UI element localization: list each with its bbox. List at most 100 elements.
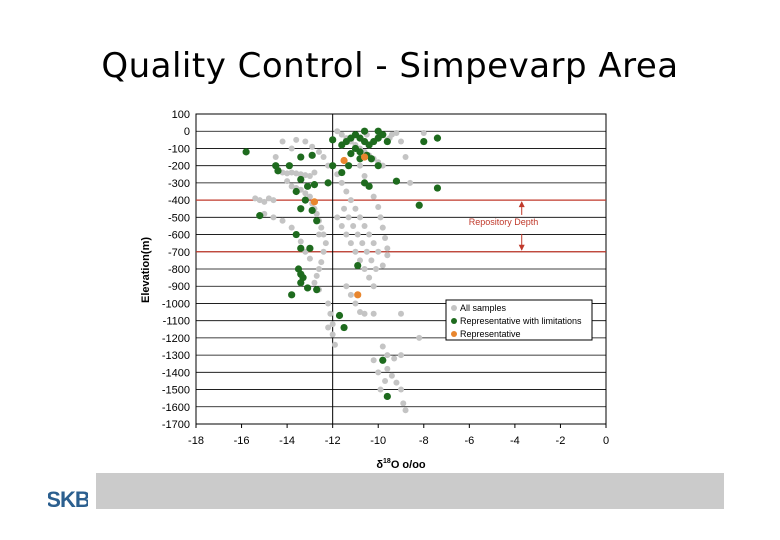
data-point <box>293 170 300 177</box>
data-point <box>367 155 375 163</box>
data-point <box>360 127 369 135</box>
data-point <box>357 257 363 264</box>
data-point <box>306 244 314 252</box>
data-point <box>292 187 300 196</box>
data-point <box>361 173 368 179</box>
data-point <box>288 145 295 152</box>
y-tick-label: -1700 <box>162 419 190 431</box>
data-point <box>384 245 391 252</box>
data-point <box>329 162 337 170</box>
data-point <box>316 148 322 155</box>
x-axis-label-sup: 18 <box>383 458 391 465</box>
data-point <box>345 162 353 170</box>
data-point <box>343 231 350 238</box>
y-tick-label: -500 <box>168 212 190 224</box>
data-point <box>324 179 332 187</box>
data-point <box>331 341 338 348</box>
data-point <box>297 171 304 178</box>
legend-label-representative: Representative <box>460 329 521 339</box>
data-point <box>366 231 373 238</box>
skb-logo-text: SKB <box>48 487 88 512</box>
data-point <box>256 197 263 204</box>
data-point <box>347 240 354 247</box>
data-point <box>357 214 363 221</box>
y-tick-label: -800 <box>168 264 190 276</box>
data-point <box>370 240 377 247</box>
data-point <box>361 310 368 317</box>
x-tick-label: -14 <box>279 435 295 447</box>
data-point <box>370 310 377 317</box>
y-tick-label: -700 <box>168 247 190 259</box>
x-tick-label: -12 <box>325 435 341 447</box>
legend-marker-representative <box>451 331 457 337</box>
legend-label-all-samples: All samples <box>460 303 507 313</box>
footer-bar <box>96 473 724 509</box>
data-point <box>416 334 423 341</box>
x-tick-label: -4 <box>510 435 520 447</box>
data-point <box>261 198 268 205</box>
y-tick-label: -1100 <box>163 316 190 328</box>
data-point <box>311 279 318 286</box>
data-point <box>293 136 300 143</box>
data-point <box>318 259 325 266</box>
data-point <box>318 224 325 231</box>
data-point <box>329 136 337 144</box>
x-axis-label-prefix: δ <box>376 459 383 471</box>
data-point <box>340 156 348 165</box>
data-point <box>379 131 387 139</box>
data-point <box>357 309 363 316</box>
data-point <box>306 193 313 200</box>
data-point <box>370 357 377 364</box>
data-point <box>302 138 309 145</box>
data-point <box>382 235 389 241</box>
data-point <box>363 248 370 255</box>
data-point <box>433 184 442 192</box>
data-point <box>297 238 304 245</box>
data-point <box>308 151 316 159</box>
data-point <box>388 372 395 379</box>
y-tick-label: -1300 <box>162 350 190 362</box>
data-point <box>379 343 386 350</box>
data-point <box>384 365 391 372</box>
data-point <box>384 252 391 259</box>
data-point <box>352 248 359 255</box>
data-point <box>327 310 334 317</box>
repository-depth-label: Repository Depth <box>469 217 539 227</box>
data-point <box>383 392 391 401</box>
data-point <box>345 214 352 221</box>
data-point <box>292 230 300 239</box>
data-point <box>297 175 305 184</box>
data-point <box>297 205 305 213</box>
data-point <box>415 201 423 209</box>
data-point <box>398 352 404 359</box>
data-point <box>420 137 428 146</box>
data-point <box>379 356 387 364</box>
x-axis-label: δ18O o/oo <box>376 458 426 471</box>
data-point <box>433 134 442 142</box>
data-point <box>383 137 391 146</box>
data-point <box>279 138 286 145</box>
data-point <box>366 274 373 281</box>
data-point <box>320 154 327 161</box>
data-point <box>347 197 354 204</box>
x-tick-label: -6 <box>464 435 474 447</box>
data-point <box>354 261 362 270</box>
data-point <box>400 400 407 407</box>
x-tick-label: -8 <box>419 435 429 447</box>
data-point <box>279 217 286 224</box>
data-point <box>343 188 350 195</box>
repository-arrowhead-down <box>518 244 525 251</box>
data-point <box>391 355 398 362</box>
data-point <box>302 190 309 197</box>
x-tick-label: 0 <box>603 435 609 447</box>
data-point <box>382 377 389 384</box>
data-point <box>347 291 354 298</box>
data-point <box>343 283 350 290</box>
y-tick-label: -400 <box>168 195 190 207</box>
data-point <box>288 169 295 176</box>
data-point <box>297 153 305 161</box>
data-point <box>284 178 291 185</box>
data-points <box>242 127 442 414</box>
scatter-chart: Repository Depth 1000-100-200-300-400-50… <box>140 109 609 471</box>
data-point <box>357 162 363 169</box>
